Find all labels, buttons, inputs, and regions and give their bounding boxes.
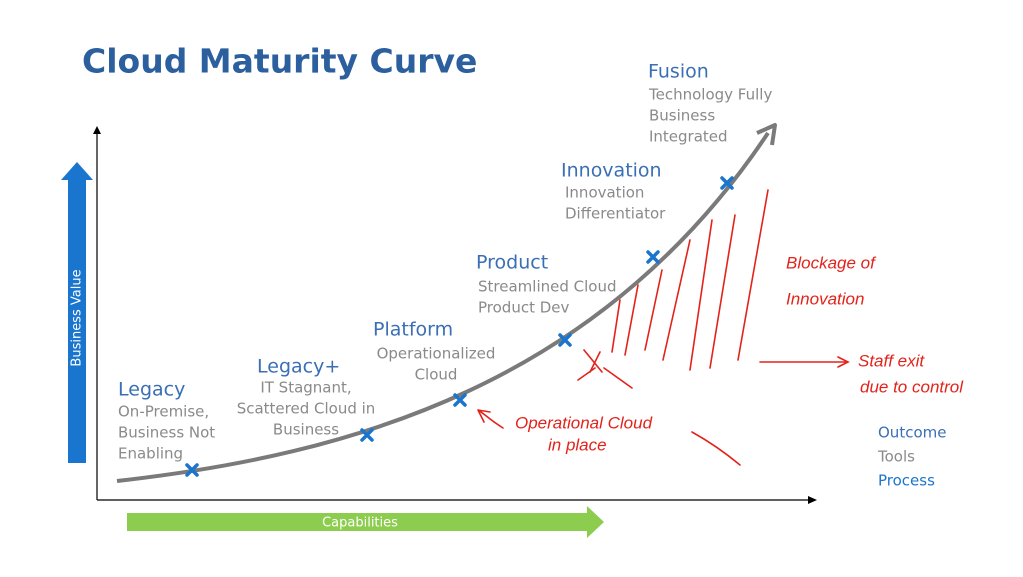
stage-description: Streamlined Cloud [478,278,616,296]
stage-description: Product Dev [478,299,570,317]
maturity-curve [116,131,770,483]
legend-item: Outcome [878,424,946,442]
capability-arrow [127,506,604,538]
stage-name: Legacy+ [257,356,340,378]
legend-item: Tools [877,448,915,466]
annotation: in place [548,435,607,454]
annotation: due to control [860,377,964,396]
stage-description: Business [273,421,339,439]
stage-description: Differentiator [565,205,666,223]
stage-description: Cloud [415,366,458,384]
stage-name: Fusion [648,61,709,83]
stage-description: Scattered Cloud in [237,400,376,418]
curve-arrowhead [756,123,777,146]
y-axis-label: Business Value [70,269,85,366]
stage-description: Operationalized [377,345,496,363]
annotation: Operational Cloud [515,413,653,432]
stage-description: Enabling [118,445,183,463]
stage-marker [360,428,374,442]
stage-description: Innovation [565,184,644,202]
stage-marker [185,463,199,477]
value-arrow [61,162,93,463]
stage-name: Product [476,252,548,274]
x-axis-arrow [808,496,817,504]
stage-description: On-Premise, [118,403,209,421]
legend-item: Process [878,472,935,490]
stage-name: Legacy [118,379,185,401]
stage-description: IT Stagnant, [260,379,351,397]
stage-marker [453,393,467,407]
stage-description: Integrated [649,128,728,146]
annotation: Staff exit [858,351,925,370]
hand-annotations [477,189,850,466]
y-axis-arrow [93,126,101,134]
x-axis-label: Capabilities [322,516,398,531]
stage-name: Platform [373,319,453,341]
stage-marker [720,176,734,190]
stage-description: Technology Fully [648,86,772,104]
stage-description: Business [649,107,715,125]
stage-marker [646,250,660,264]
stage-marker [558,333,572,347]
stage-description: Business Not [118,424,215,442]
stage-name: Innovation [561,160,662,182]
annotation: Innovation [786,289,864,308]
title: Cloud Maturity Curve [82,42,477,81]
annotation: Blockage of [786,253,877,272]
